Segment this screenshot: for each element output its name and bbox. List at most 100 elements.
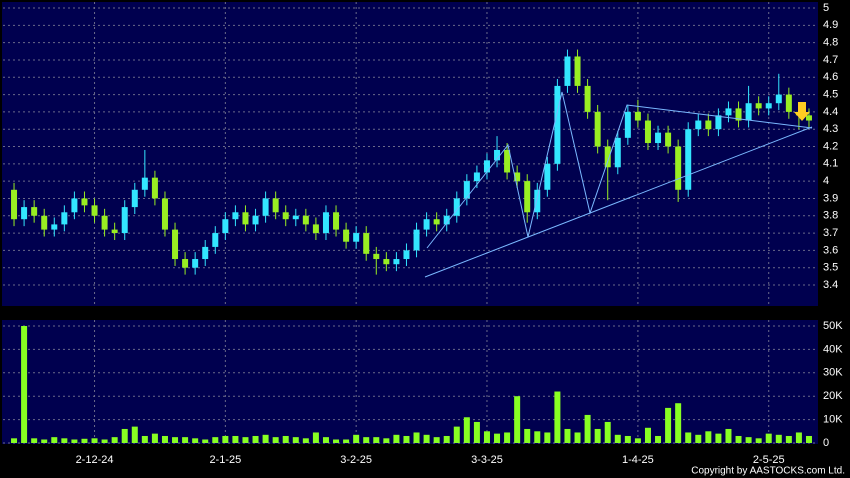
candle-body [494, 149, 501, 161]
candle-body [765, 103, 772, 109]
candle-body [322, 212, 329, 234]
volume-bar [343, 439, 350, 443]
candle-body [614, 137, 621, 168]
y-tick-label: 30K [823, 367, 843, 379]
y-tick-label: 4.2 [823, 140, 838, 152]
volume-bar [51, 437, 58, 443]
y-tick-label: 3.9 [823, 192, 838, 204]
volume-bar [172, 437, 179, 443]
volume-bar [524, 428, 531, 443]
candle-body [655, 132, 662, 144]
candle-body [252, 215, 259, 225]
volume-bar [232, 435, 239, 443]
candle-body [735, 108, 742, 121]
candle-body [272, 198, 279, 213]
candle-body [604, 146, 611, 168]
volume-bar [41, 439, 48, 443]
volume-bar [141, 435, 148, 443]
candle-body [433, 219, 440, 225]
candle-body [111, 229, 118, 234]
price-panel [2, 2, 818, 306]
candle-body [383, 259, 390, 265]
volume-bar [11, 438, 18, 443]
candle-body [715, 115, 722, 130]
candle-body [282, 212, 289, 220]
candle-body [775, 94, 782, 104]
trend-line [424, 126, 813, 278]
trend-lines [424, 91, 813, 278]
volume-bar [403, 435, 410, 443]
candle-body [665, 132, 672, 147]
volume-bar [383, 438, 390, 443]
candle-body [232, 212, 239, 220]
y-tick-label: 4.5 [823, 88, 838, 100]
y-tick-label: 4.7 [823, 54, 838, 66]
volume-bar [212, 437, 219, 443]
volume-bar [604, 421, 611, 443]
volume-bar [775, 434, 782, 443]
y-tick-label: 3.5 [823, 262, 838, 274]
volume-bar [242, 437, 249, 443]
candle-body [202, 246, 209, 260]
volume-bar [463, 417, 470, 443]
volume-bar [715, 433, 722, 443]
volume-bar [182, 437, 189, 443]
candle-body [353, 233, 360, 242]
candle-body [695, 120, 702, 130]
candle-body [101, 215, 108, 230]
candle-body [473, 172, 480, 182]
x-tick-label: 2-5-25 [753, 454, 785, 466]
candle-body [81, 198, 88, 206]
volume-bar [624, 435, 631, 443]
volume-bar [473, 421, 480, 443]
volume-bar [353, 434, 360, 443]
volume-bar [111, 437, 118, 443]
volume-bar [333, 439, 340, 443]
volume-panel [2, 320, 818, 444]
volume-bar [363, 437, 370, 443]
volume-bar [413, 432, 420, 443]
volume-bar [433, 437, 440, 443]
volume-bar [514, 396, 521, 443]
volume-bar [272, 437, 279, 443]
volume-bar [312, 432, 319, 443]
volume-bar [282, 435, 289, 443]
volume-bar [675, 403, 682, 443]
volume-bar [453, 426, 460, 443]
volume-bar [534, 431, 541, 443]
y-tick-label: 3.4 [823, 279, 838, 291]
volume-bar [745, 437, 752, 443]
volume-bar [292, 437, 299, 443]
volume-bar [151, 433, 158, 443]
candle-body [755, 103, 762, 109]
candle-body [725, 108, 732, 116]
candle-body [413, 229, 420, 251]
x-tick-label: 2-1-25 [209, 454, 241, 466]
candle-body [242, 212, 249, 225]
candle-body [574, 56, 581, 86]
volume-bar [393, 434, 400, 443]
volume-bar [725, 428, 732, 443]
y-tick-label: 20K [823, 390, 843, 402]
candle-body [302, 215, 309, 225]
volume-bar [695, 434, 702, 443]
y-tick-label: 10K [823, 414, 843, 426]
candle-body [41, 215, 48, 230]
volume-bar [795, 432, 802, 443]
y-tick-label: 4 [823, 175, 829, 187]
candle-body [584, 85, 591, 112]
volume-bar [71, 439, 78, 443]
volume-bar [222, 435, 229, 443]
volume-bar [634, 438, 641, 443]
candle-body [61, 212, 68, 225]
candle-body [483, 160, 490, 173]
volume-bar [564, 428, 571, 443]
y-tick-label: 4.9 [823, 19, 838, 31]
y-tick-label: 3.7 [823, 227, 838, 239]
volume-bar [735, 435, 742, 443]
candle-body [172, 229, 179, 260]
volume-bar [705, 431, 712, 443]
candle-body [141, 177, 148, 190]
volume-bar [252, 435, 259, 443]
x-tick-label: 2-12-24 [76, 454, 114, 466]
